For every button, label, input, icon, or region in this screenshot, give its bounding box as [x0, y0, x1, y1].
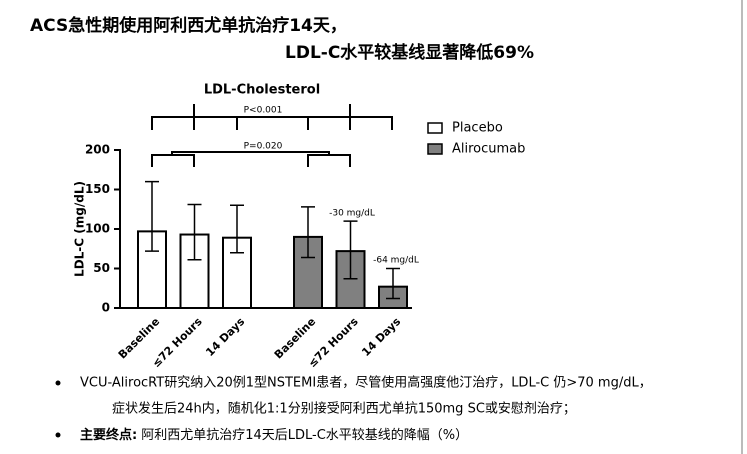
- bullet-dot: [55, 380, 61, 386]
- bracket: [193, 104, 351, 117]
- chart-title: LDL-Cholesterol: [204, 83, 320, 98]
- annotation: P<0.001: [244, 106, 283, 116]
- error-bar-upper: [230, 204, 244, 238]
- annotation: P=0.020: [244, 142, 283, 152]
- error-bar-lower: [386, 286, 400, 300]
- title-line: LDL-C水平较基线显著降低69%: [285, 42, 534, 63]
- legend-label: Alirocumab: [452, 142, 525, 157]
- legend-label: Placebo: [452, 121, 503, 136]
- annotation: -30 mg/dL: [329, 209, 375, 219]
- bullet-label: 主要终点:: [80, 427, 137, 443]
- error-bar-lower: [301, 236, 315, 259]
- y-tick-label: 100: [85, 222, 110, 236]
- error-bar-lower: [145, 231, 159, 252]
- error-bar-lower: [343, 251, 358, 280]
- y-axis-label: LDL-C (mg/dL): [73, 181, 87, 277]
- error-bar-lower: [230, 237, 244, 254]
- bullet-text: VCU-AlirocRT研究纳入20例1型NSTEMI患者，尽管使用高强度他汀治…: [80, 375, 652, 391]
- annotation: -64 mg/dL: [373, 256, 419, 266]
- error-bar-upper: [343, 220, 358, 252]
- error-bar-upper: [187, 203, 202, 235]
- legend-swatch: [427, 122, 443, 134]
- bullet-body: 阿利西尤单抗治疗14天后LDL-C水平较基线的降幅（%）: [141, 427, 468, 443]
- error-bar-upper: [386, 267, 400, 287]
- y-tick-label: 150: [85, 182, 110, 196]
- error-bar-lower: [187, 234, 202, 261]
- y-tick-label: 50: [93, 261, 110, 275]
- bullet-text: 主要终点: 阿利西尤单抗治疗14天后LDL-C水平较基线的降幅（%）: [80, 427, 468, 443]
- legend-swatch: [427, 143, 443, 155]
- y-tick-label: 0: [102, 301, 110, 315]
- y-tick-label: 200: [85, 143, 110, 157]
- bullet-dot: [55, 432, 61, 438]
- bracket: [151, 151, 351, 167]
- bullet-text: 症状发生后24h内，随机化1:1分别接受阿利西尤单抗150mg SC或安慰剂治疗…: [112, 401, 576, 417]
- title-line: ACS急性期使用阿利西尤单抗治疗14天，: [30, 15, 347, 36]
- error-bar-upper: [301, 206, 315, 237]
- error-bar-upper: [145, 180, 159, 232]
